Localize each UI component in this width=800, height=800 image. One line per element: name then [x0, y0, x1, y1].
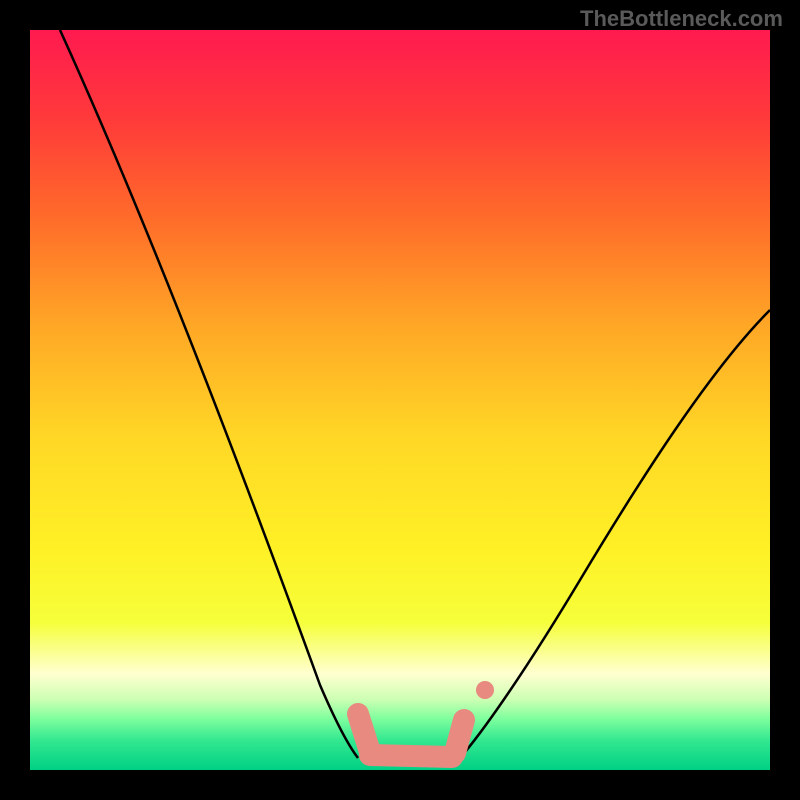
plot-area	[30, 30, 770, 770]
marker-segment	[370, 755, 452, 757]
marker-dot	[476, 681, 494, 699]
watermark-text: TheBottleneck.com	[580, 6, 783, 32]
marker-segment	[455, 720, 464, 753]
chart-svg	[0, 0, 800, 800]
chart-frame: TheBottleneck.com	[0, 0, 800, 800]
